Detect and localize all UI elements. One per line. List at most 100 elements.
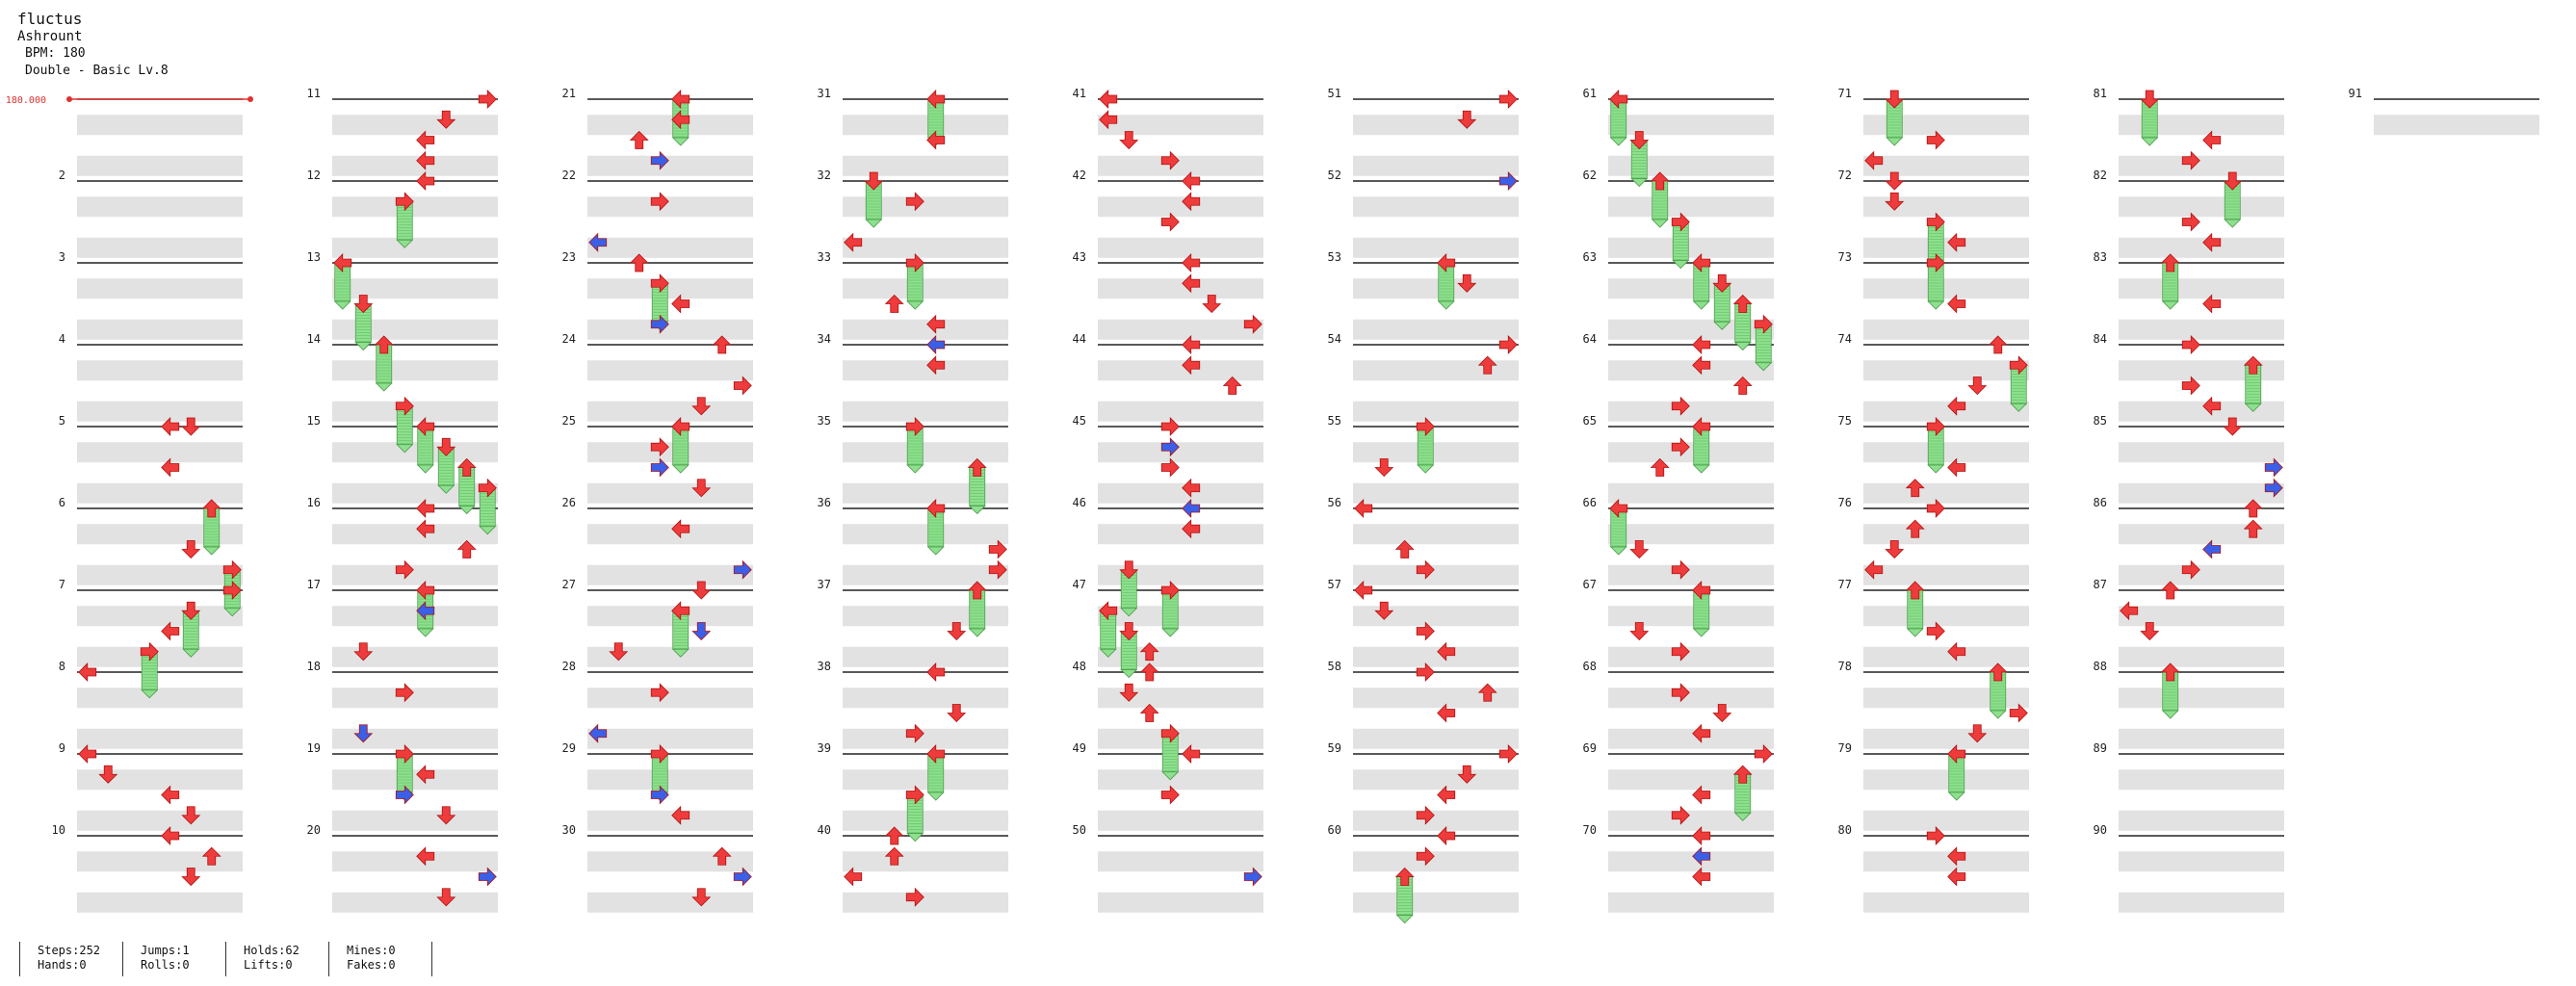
beat-band	[1863, 482, 2029, 504]
arrow-note-left	[671, 294, 690, 314]
beat-band	[2119, 442, 2284, 463]
measure-number: 7	[59, 578, 65, 591]
arrow-note-down	[436, 110, 456, 129]
measure-24: 24	[562, 332, 753, 422]
beat-band	[1353, 401, 1519, 422]
measure-74: 74	[1838, 332, 2029, 422]
arrow-note-left	[1692, 846, 1711, 867]
arrow-note-right	[1416, 417, 1435, 436]
beat-band	[2119, 769, 2284, 791]
arrow-note-up	[456, 539, 477, 558]
beat-band	[77, 442, 243, 463]
arrow-note-down	[436, 888, 456, 907]
beat-band	[1608, 851, 1774, 872]
arrow-note-up	[456, 457, 477, 477]
arrow-note-left	[1947, 641, 1966, 662]
beat-band	[1098, 810, 1263, 831]
measure-36: 36	[818, 496, 1008, 585]
arrow-note-down	[1119, 131, 1139, 150]
arrow-note-right	[1671, 437, 1690, 457]
arrow-note-up	[1905, 581, 1925, 600]
arrow-note-up	[629, 253, 649, 272]
arrow-note-left	[416, 581, 435, 600]
beat-band	[77, 892, 243, 913]
arrow-note-left	[1182, 253, 1201, 272]
measure-28: 28	[562, 660, 753, 749]
arrow-note-right	[1160, 437, 1180, 457]
arrow-note-left	[1354, 581, 1373, 600]
arrow-note-left	[1692, 785, 1711, 805]
beat-band	[1863, 442, 2029, 463]
arrow-note-down	[691, 888, 712, 907]
arrow-note-left	[926, 90, 946, 109]
beat-band	[587, 564, 753, 585]
arrow-note-right	[1416, 621, 1435, 641]
beat-band	[1863, 810, 2029, 831]
arrow-note-right	[2181, 150, 2200, 170]
arrow-note-right	[650, 192, 669, 212]
arrow-note-down	[691, 479, 712, 498]
arrow-note-left	[844, 232, 863, 252]
beat-band	[1863, 851, 2029, 872]
arrow-note-left	[416, 417, 435, 436]
arrow-note-up	[1139, 642, 1159, 662]
measure-number: 89	[2094, 741, 2107, 755]
stat-mines: Mines:0	[347, 944, 396, 957]
arrow-note-left	[416, 846, 435, 867]
beat-band	[843, 401, 1008, 422]
hold-note-left	[1692, 262, 1710, 310]
beat-band	[332, 278, 498, 299]
stat-rolls: Rolls:0	[141, 958, 190, 972]
arrow-note-up	[201, 846, 221, 866]
arrow-note-right	[2264, 457, 2283, 478]
arrow-note-right	[1671, 559, 1690, 580]
beat-band	[1098, 728, 1263, 749]
beat-band	[77, 564, 243, 585]
measure-56: 56	[1328, 496, 1519, 585]
arrow-note-right	[2181, 559, 2200, 580]
beat-band	[332, 115, 498, 136]
beat-band	[77, 115, 243, 136]
hold-note-left	[1609, 98, 1627, 146]
measure-number: 50	[1073, 823, 1086, 837]
arrow-note-down	[1885, 90, 1905, 109]
beat-band	[1098, 769, 1263, 791]
arrow-note-left	[671, 90, 690, 109]
measure-38: 38	[818, 660, 1008, 749]
arrow-note-left	[671, 519, 690, 539]
beat-band	[1353, 564, 1519, 585]
beat-band	[587, 482, 753, 504]
measure-number: 6	[59, 496, 65, 509]
beat-band	[77, 524, 243, 545]
measure-45: 45	[1073, 414, 1263, 504]
beat-band	[587, 155, 753, 176]
arrow-note-up	[1394, 867, 1415, 886]
measure-76: 76	[1838, 496, 2029, 585]
beat-band	[1353, 196, 1519, 218]
beat-band	[843, 196, 1008, 218]
beat-band	[1098, 401, 1263, 422]
measure-43: 43	[1073, 250, 1263, 340]
measure-87: 87	[2094, 578, 2284, 667]
beat-band	[1353, 688, 1519, 709]
hold-note-right	[479, 487, 497, 535]
beat-band	[1353, 810, 1519, 831]
arrow-note-down	[1712, 273, 1732, 293]
arrow-note-left	[1692, 723, 1711, 743]
arrow-note-left	[1437, 703, 1456, 723]
measure-1	[77, 98, 243, 176]
arrow-note-down	[1629, 131, 1650, 150]
beat-band	[1863, 278, 2029, 299]
arrow-note-up	[1988, 335, 2008, 354]
hold-note-up	[968, 467, 986, 515]
beat-band	[843, 319, 1008, 340]
measure-number: 29	[562, 741, 576, 755]
arrow-note-down	[1457, 273, 1477, 293]
beat-band	[843, 646, 1008, 667]
arrow-note-left	[1182, 335, 1201, 354]
measure-number: 19	[307, 741, 321, 755]
beat-band	[2119, 728, 2284, 749]
beat-band	[1353, 115, 1519, 136]
arrow-note-left	[1947, 294, 1966, 314]
beat-band	[1863, 319, 2029, 340]
